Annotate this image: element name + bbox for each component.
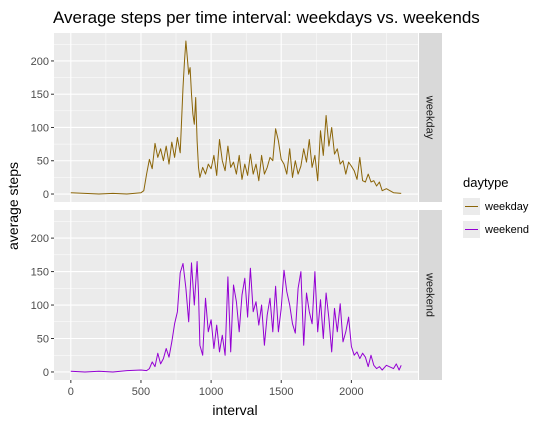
x-tick-label: 1000 <box>199 386 223 398</box>
legend-label-weekday: weekday <box>484 201 529 213</box>
facet-strip-label: weekend <box>424 272 436 317</box>
series-line-weekday <box>70 40 402 195</box>
y-tick-label: 200 <box>31 56 49 68</box>
panel-weekend: 0 50 100 150 200 weekend <box>31 210 442 380</box>
y-tick-label: 150 <box>31 89 49 101</box>
x-axis: 0 500 1000 1500 2000 <box>68 380 364 398</box>
x-tick-label: 500 <box>132 386 150 398</box>
y-tick-label: 50 <box>37 156 49 168</box>
x-tick-label: 2000 <box>339 386 363 398</box>
facet-strip <box>419 33 442 202</box>
panel-weekday: 0 50 100 150 200 weekday <box>31 33 442 202</box>
y-tick-label: 0 <box>43 367 49 379</box>
y-tick-label: 0 <box>43 189 49 201</box>
y-tick-label: 100 <box>31 300 49 312</box>
y-tick-label: 150 <box>31 267 49 279</box>
y-tick-label: 50 <box>37 334 49 346</box>
series-line-weekend <box>70 261 402 373</box>
x-tick-label: 1500 <box>269 386 293 398</box>
y-tick-label: 200 <box>31 233 49 245</box>
chart-title: Average steps per time interval: weekday… <box>53 8 480 27</box>
panel-background <box>54 33 418 202</box>
facet-strip <box>419 210 442 380</box>
x-tick-label: 0 <box>68 386 74 398</box>
y-axis-title: average steps <box>5 162 21 250</box>
facet-strip-label: weekday <box>424 95 436 140</box>
legend: daytype weekday weekend <box>463 175 529 238</box>
legend-title: daytype <box>463 175 509 190</box>
x-axis-title: interval <box>212 402 257 418</box>
y-tick-label: 100 <box>31 122 49 134</box>
legend-label-weekend: weekend <box>484 224 529 236</box>
